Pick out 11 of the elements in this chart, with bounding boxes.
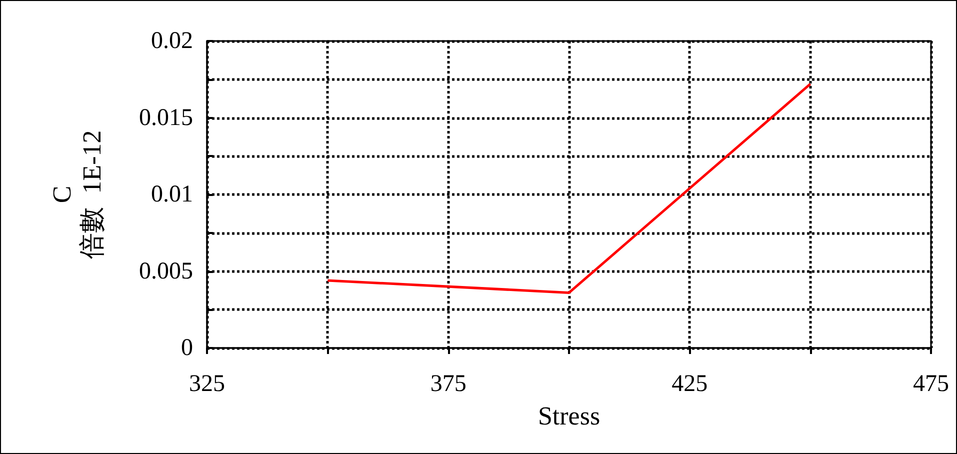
y-tick-label: 0.02 [151,28,193,54]
y-tick-label: 0.01 [151,182,193,208]
x-tick-label: 425 [672,371,708,397]
y-tick-label: 0.015 [139,104,193,131]
x-tick-label: 325 [189,371,225,397]
x-tick-label: 375 [430,371,466,397]
y-tick-label: 0.005 [139,258,193,284]
y-tick-label: 0 [181,335,193,361]
y-axis-title: C 倍數 1E-12 [48,130,106,259]
x-tick-label: 475 [913,371,949,397]
x-axis-title: Stress [538,401,600,430]
